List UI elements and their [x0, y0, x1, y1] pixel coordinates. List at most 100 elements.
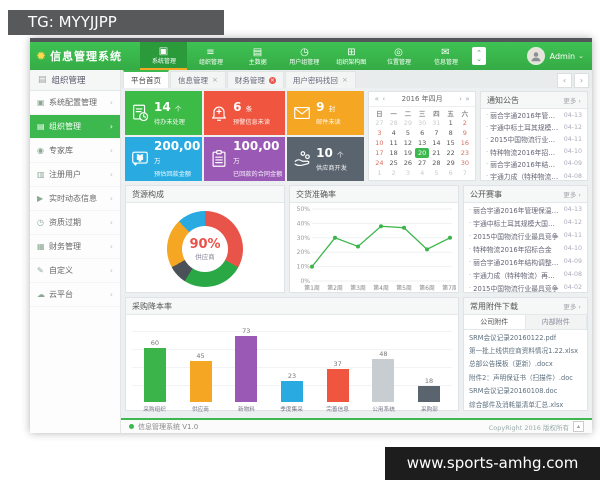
tab-1[interactable]: 信息管理 ×: [170, 71, 226, 88]
nav-item-2[interactable]: ▤ 主数据: [234, 42, 281, 70]
bar[interactable]: [143, 348, 166, 402]
calendar-day[interactable]: 1: [377, 169, 382, 177]
calendar-day[interactable]: 2: [391, 169, 396, 177]
bar[interactable]: [418, 386, 441, 402]
calendar-prev-year-button[interactable]: «: [374, 95, 379, 103]
calendar-day-selected[interactable]: 20: [415, 148, 430, 158]
calendar-day[interactable]: 7: [434, 129, 439, 137]
events-more-link[interactable]: 更多 ›: [563, 191, 581, 199]
calendar-day[interactable]: 1: [448, 119, 453, 127]
calendar-day[interactable]: 29: [446, 159, 455, 167]
calendar-day[interactable]: 30: [460, 159, 470, 167]
close-icon[interactable]: ×: [212, 76, 218, 84]
sidebar-item-6[interactable]: ▦ 财务管理 ›: [30, 235, 120, 259]
calendar-day[interactable]: 27: [418, 159, 427, 167]
attachment-link[interactable]: SRM会议记录20160108.doc: [464, 384, 587, 397]
calendar-day[interactable]: 23: [460, 149, 470, 157]
event-item[interactable]: · 特种物流2016年招标合金 04-10: [464, 242, 587, 255]
event-item[interactable]: · 2015中国物流行业最具竞争 04-11: [464, 229, 587, 242]
tab-scroll-left-button[interactable]: ‹: [557, 73, 572, 88]
sidebar-item-5[interactable]: ◷ 资质过期 ›: [30, 211, 120, 235]
calendar-day[interactable]: 2: [462, 119, 467, 127]
close-icon[interactable]: ×: [268, 76, 276, 84]
sidebar-item-7[interactable]: ✎ 自定义 ›: [30, 259, 120, 283]
tab-0[interactable]: 平台首页: [123, 70, 169, 88]
stat-card-2[interactable]: 9 封邮件未读: [287, 91, 365, 135]
attachment-tab-0[interactable]: 公司附件: [464, 315, 526, 329]
sidebar-item-3[interactable]: ▥ 注册用户 ›: [30, 163, 120, 187]
calendar-day[interactable]: 31: [432, 119, 441, 127]
calendar-day[interactable]: 27: [375, 119, 384, 127]
calendar-day[interactable]: 6: [420, 129, 425, 137]
back-to-top-button[interactable]: ▴: [573, 421, 584, 432]
event-item[interactable]: · 宇通中标土耳其规模大国网运 04-12: [464, 216, 587, 229]
calendar-day[interactable]: 30: [418, 119, 427, 127]
calendar-day[interactable]: 15: [446, 139, 455, 147]
event-item[interactable]: · 丽合宇通2016年管理保温格局 04-13: [464, 203, 587, 216]
attachment-link[interactable]: SRM会议记录20160122.pdf: [464, 330, 587, 343]
calendar-next-year-button[interactable]: »: [465, 95, 470, 103]
calendar-day[interactable]: 3: [377, 129, 382, 137]
nav-item-0[interactable]: ▣ 系统管理: [140, 42, 187, 70]
calendar-day[interactable]: 17: [375, 149, 384, 157]
nav-item-4[interactable]: ⊞ 组织架构图: [328, 42, 375, 70]
calendar-day[interactable]: 25: [389, 159, 398, 167]
calendar-day[interactable]: 14: [432, 139, 441, 147]
sidebar-item-1[interactable]: ▤ 组织管理 ›: [30, 115, 120, 139]
calendar-day[interactable]: 16: [460, 139, 470, 147]
sidebar-item-2[interactable]: ◉ 专家库 ›: [30, 139, 120, 163]
calendar-day[interactable]: 28: [389, 119, 398, 127]
calendar-day[interactable]: 11: [389, 139, 398, 147]
nav-overflow-button[interactable]: ⌃ ⌄: [472, 47, 486, 65]
calendar-day[interactable]: 12: [403, 139, 413, 147]
nav-item-1[interactable]: ≡ 组织管理: [187, 42, 234, 70]
nav-item-6[interactable]: ✉ 信息管理: [422, 42, 469, 70]
calendar-day[interactable]: 13: [418, 139, 427, 147]
calendar-day[interactable]: 3: [405, 169, 410, 177]
calendar-day[interactable]: 19: [403, 149, 413, 157]
tab-2[interactable]: 财务管理 ×: [226, 71, 284, 88]
calendar-day[interactable]: 26: [403, 159, 413, 167]
calendar-day[interactable]: 6: [448, 169, 453, 177]
tab-scroll-right-button[interactable]: ›: [574, 73, 589, 88]
calendar-day[interactable]: 5: [434, 169, 439, 177]
sidebar-item-8[interactable]: ☁ 云平台 ›: [30, 283, 120, 307]
attachment-tab-1[interactable]: 内部附件: [525, 315, 587, 329]
attachment-link[interactable]: 综合部件及消耗量清单汇总.xlsx: [464, 397, 587, 410]
calendar-prev-month-button[interactable]: ‹: [382, 95, 386, 103]
bar[interactable]: [235, 336, 258, 402]
sidebar-item-4[interactable]: ▶ 实时动态信息 ›: [30, 187, 120, 211]
bar[interactable]: [189, 361, 212, 402]
sidebar-item-0[interactable]: ▣ 系统配置管理 ›: [30, 91, 120, 115]
close-icon[interactable]: ×: [341, 76, 348, 84]
nav-item-3[interactable]: ◷ 用户组管理: [281, 42, 328, 70]
calendar-day[interactable]: 5: [405, 129, 410, 137]
calendar-day[interactable]: 9: [462, 129, 467, 137]
event-item[interactable]: · 2015中国物流行业最具竞争 04-02: [464, 281, 587, 294]
calendar-day[interactable]: 28: [432, 159, 441, 167]
stat-card-5[interactable]: 10 个供应商开发: [287, 137, 365, 181]
stat-card-3[interactable]: ¥200,00 万预估回款金额: [125, 137, 203, 181]
calendar-day[interactable]: 8: [448, 129, 453, 137]
bar[interactable]: [326, 369, 349, 402]
calendar-day[interactable]: 29: [403, 119, 413, 127]
calendar-day[interactable]: 24: [375, 159, 384, 167]
attachments-more-link[interactable]: 更多 ›: [563, 303, 581, 311]
calendar-next-month-button[interactable]: ›: [459, 95, 462, 103]
calendar-day[interactable]: 10: [375, 139, 384, 147]
attachment-link[interactable]: 总部公告模板（更新）.docx: [464, 357, 587, 370]
event-item[interactable]: · 宇通力成（特种物流）再次中 04-08: [464, 268, 587, 281]
user-menu[interactable]: Admin ⌄: [526, 42, 592, 70]
stat-card-1[interactable]: 6 条预警信息未读: [204, 91, 286, 135]
calendar-day[interactable]: 4: [391, 129, 396, 137]
stat-card-4[interactable]: 100,00 万已回款的合同金额: [204, 137, 286, 181]
event-item[interactable]: · 丽合宇通2016年结构调整动态 04-09: [464, 255, 587, 268]
calendar-day[interactable]: 4: [420, 169, 425, 177]
calendar-day[interactable]: 18: [389, 149, 398, 157]
bar[interactable]: [280, 381, 303, 402]
bar[interactable]: [372, 359, 395, 402]
